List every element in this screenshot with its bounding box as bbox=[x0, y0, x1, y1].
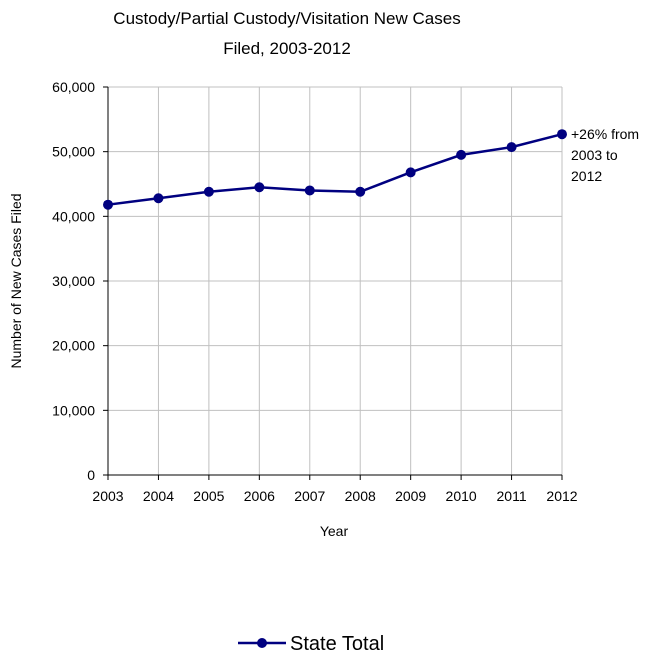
data-point bbox=[506, 142, 517, 153]
y-tick-label: 30,000 bbox=[52, 273, 95, 289]
y-tick-label: 10,000 bbox=[52, 402, 95, 418]
data-points bbox=[103, 129, 567, 210]
legend-label: State Total bbox=[290, 633, 384, 655]
x-tick-label: 2011 bbox=[497, 488, 527, 504]
annotation-line-2: 2003 to bbox=[571, 147, 618, 163]
axes bbox=[103, 86, 563, 480]
y-tick-label: 50,000 bbox=[52, 144, 95, 160]
y-tick-label: 20,000 bbox=[52, 338, 95, 354]
x-tick-label: 2005 bbox=[193, 488, 224, 504]
data-point bbox=[456, 149, 467, 160]
data-point bbox=[254, 182, 265, 193]
y-tick-label: 40,000 bbox=[52, 208, 95, 224]
annotation-line-1: +26% from bbox=[571, 126, 639, 142]
data-point bbox=[557, 129, 567, 140]
data-point bbox=[405, 167, 416, 178]
x-tick-labels: 2003 2004 2005 2006 2007 2008 2009 2010 2011 2012 bbox=[92, 488, 577, 504]
y-tick-labels: 0 10,000 20,000 30,000 40,000 50,000 60,000 bbox=[52, 79, 95, 483]
x-axis-label: Year bbox=[320, 523, 349, 539]
title-line-1: Custody/Partial Custody/Visitation New C… bbox=[113, 9, 460, 28]
data-point bbox=[355, 186, 366, 197]
x-tick-label: 2007 bbox=[294, 488, 325, 504]
x-tick-label: 2010 bbox=[446, 488, 477, 504]
x-tick-label: 2008 bbox=[345, 488, 376, 504]
legend-dot-marker bbox=[257, 638, 267, 648]
gridlines bbox=[108, 86, 563, 475]
title-line-2: Filed, 2003-2012 bbox=[223, 39, 351, 58]
annotation: +26% from 2003 to 2012 bbox=[571, 126, 639, 184]
x-tick-label: 2006 bbox=[244, 488, 275, 504]
legend: State Total bbox=[238, 633, 384, 655]
x-tick-label: 2012 bbox=[546, 488, 577, 504]
series-line bbox=[107, 132, 563, 206]
data-point bbox=[153, 193, 164, 204]
x-tick-label: 2004 bbox=[143, 488, 174, 504]
data-point bbox=[304, 185, 315, 196]
data-point bbox=[203, 186, 214, 197]
y-tick-label: 0 bbox=[87, 467, 95, 483]
annotation-line-3: 2012 bbox=[571, 168, 602, 184]
x-tick-label: 2009 bbox=[395, 488, 426, 504]
series-lines bbox=[107, 132, 563, 206]
y-axis-label: Number of New Cases Filed bbox=[8, 193, 24, 368]
data-point bbox=[103, 199, 113, 210]
x-tick-label: 2003 bbox=[92, 488, 123, 504]
chart-title: Custody/Partial Custody/Visitation New C… bbox=[113, 9, 460, 58]
y-tick-label: 60,000 bbox=[52, 79, 95, 95]
